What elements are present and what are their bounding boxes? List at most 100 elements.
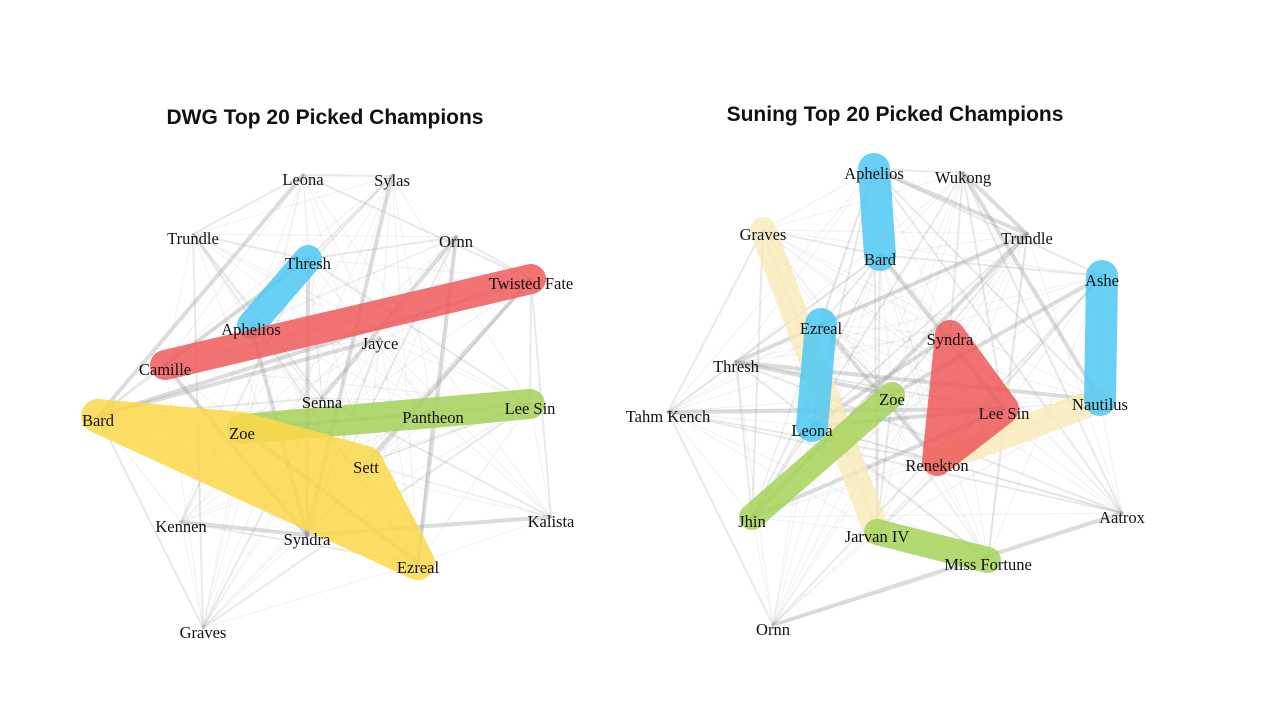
- edge-thresh-nautilus: [734, 360, 1102, 402]
- edge-pantheon-kalista: [432, 412, 552, 518]
- edge-aphelios-graves: [762, 168, 875, 231]
- edge-lee-sin-ezreal: [417, 403, 531, 564]
- edge-aphelios-tahm-kench: [667, 168, 875, 413]
- edge-renekton-aatrox: [936, 460, 1123, 514]
- edge-sylas-graves: [202, 175, 393, 629]
- group-hull-green-jarvan-iv-miss-fortune: [864, 519, 1001, 573]
- edge-zoe-ornn: [772, 394, 893, 626]
- edge-leona-trundle: [192, 174, 304, 235]
- group-hull-blue-aphelios-bard: [858, 153, 896, 271]
- edge-graves-nautilus: [762, 229, 1101, 401]
- edge-aphelios-ashe: [873, 168, 1103, 277]
- edge-jayce-sett: [365, 338, 381, 464]
- node-aphelios: Aphelios: [221, 320, 281, 339]
- node-ornn: Ornn: [756, 620, 790, 639]
- node-jhin: Jhin: [738, 512, 766, 531]
- edge-tahm-kench-jhin: [667, 411, 753, 518]
- edge-wukong-jhin: [751, 172, 964, 518]
- edge-bard-tahm-kench: [667, 254, 881, 413]
- edge-ezreal-graves: [202, 562, 419, 629]
- node-renekton: Renekton: [905, 456, 968, 475]
- edge-zoe-tahm-kench: [667, 394, 893, 413]
- edge-trundle-ornn: [772, 233, 1028, 626]
- edge-kennen-graves: [180, 521, 204, 629]
- edge-sylas-bard: [97, 175, 393, 417]
- edge-graves-jhin: [751, 229, 764, 518]
- node-leona: Leona: [282, 170, 324, 189]
- edge-jhin-jarvan-iv: [751, 516, 878, 533]
- node-thresh: Thresh: [285, 254, 332, 273]
- suning-title: Suning Top 20 Picked Champions: [727, 103, 1064, 126]
- edge-leona-sylas: [302, 174, 393, 177]
- edge-ezreal-miss-fortune: [820, 323, 989, 561]
- edge-tahm-kench-jarvan-iv: [667, 411, 878, 533]
- edge-ornn-aphelios: [250, 236, 457, 326]
- edge-zoe-miss-fortune: [891, 394, 989, 561]
- node-bard: Bard: [82, 411, 115, 430]
- edge-bard-ashe: [879, 254, 1103, 277]
- node-kalista: Kalista: [528, 512, 575, 531]
- node-ashe: Ashe: [1085, 271, 1119, 290]
- edge-thresh-ornn: [735, 361, 774, 626]
- edge-wukong-aatrox: [962, 172, 1123, 514]
- edge-aphelios-nautilus: [873, 168, 1101, 401]
- edge-graves-renekton: [762, 229, 938, 462]
- edge-sylas-senna: [321, 175, 393, 399]
- node-aphelios: Aphelios: [844, 164, 904, 183]
- edge-ashe-zoe: [890, 274, 1104, 397]
- edge-graves-tahm-kench: [667, 229, 764, 413]
- edge-wukong-lee-sin: [962, 172, 1005, 410]
- edge-bard-graves: [97, 415, 204, 629]
- group-hull-green-zoe-jhin: [739, 382, 905, 530]
- edge-leona-graves: [202, 174, 304, 629]
- edge-leona-kalista: [302, 174, 552, 518]
- edge-ashe-tahm-kench: [667, 275, 1103, 413]
- suning-groups: [739, 153, 1118, 573]
- edge-leona-bard: [96, 173, 305, 418]
- edge-aphelios-aatrox: [873, 168, 1123, 514]
- node-ezreal: Ezreal: [800, 319, 843, 338]
- edge-graves-syndra: [762, 229, 951, 336]
- node-sylas: Sylas: [374, 171, 410, 190]
- suning-network: Suning Top 20 Picked Champions Aphelios W…: [626, 103, 1146, 639]
- edge-sylas-trundle: [192, 175, 393, 235]
- edge-aphelios-trundle: [872, 167, 1029, 236]
- node-ornn: Ornn: [439, 232, 473, 251]
- node-trundle: Trundle: [1001, 229, 1053, 248]
- edge-wukong-jarvan-iv: [876, 172, 964, 533]
- node-graves: Graves: [180, 623, 227, 642]
- edge-sylas-thresh: [307, 175, 393, 260]
- edge-lee-sin-kalista: [529, 403, 552, 518]
- edge-leona-senna: [302, 174, 323, 399]
- group-hull-green-zoe-pantheon-lee-sin: [227, 389, 545, 444]
- edge-nautilus-aatrox: [1099, 399, 1123, 514]
- node-camille: Camille: [139, 360, 191, 379]
- edge-trundle-camille: [164, 233, 194, 366]
- node-nautilus: Nautilus: [1072, 395, 1128, 414]
- edge-wukong-syndra: [949, 172, 964, 336]
- node-lee-sin: Lee Sin: [505, 399, 556, 418]
- node-tahm-kench: Tahm Kench: [626, 407, 711, 426]
- edge-wukong-zoe: [891, 172, 964, 396]
- node-senna: Senna: [302, 393, 343, 412]
- edge-miss-fortune-ornn: [772, 559, 989, 626]
- group-hull-blue-ezreal-leona: [796, 308, 837, 442]
- edge-trundle-tahm-kench: [667, 233, 1028, 413]
- edge-trundle-aphelios: [192, 233, 252, 326]
- edge-trundle-ornn: [192, 233, 457, 238]
- edge-jhin-ornn: [751, 516, 774, 626]
- edge-thresh-lee-sin: [307, 258, 531, 405]
- edge-jayce-bard: [96, 337, 382, 418]
- edge-graves-bard: [762, 229, 881, 256]
- node-thresh: Thresh: [713, 357, 760, 376]
- edge-trundle-aatrox: [1026, 233, 1123, 514]
- edge-trundle-thresh: [734, 232, 1029, 364]
- edge-jarvan-iv-ornn: [772, 531, 878, 626]
- node-ezreal: Ezreal: [397, 558, 440, 577]
- dwg-node-labels: Leona Sylas Trundle Ornn Thresh Twisted Fate A…: [82, 170, 575, 642]
- node-pantheon: Pantheon: [402, 408, 463, 427]
- node-wukong: Wukong: [935, 168, 991, 187]
- edge-thresh-jhin: [735, 361, 753, 518]
- node-sett: Sett: [353, 458, 379, 477]
